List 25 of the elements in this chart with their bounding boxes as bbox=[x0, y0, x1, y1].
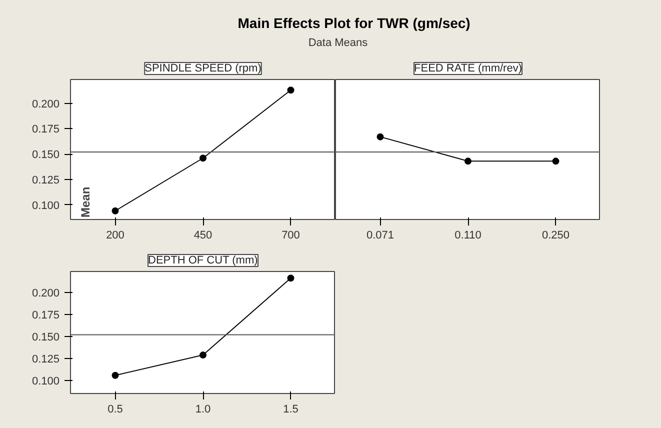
x-tick-label: 1.5 bbox=[283, 404, 298, 416]
y-tick-label: 0.150 bbox=[32, 331, 60, 344]
y-tick-label: 0.100 bbox=[32, 200, 60, 212]
y-tick-label: 0.125 bbox=[32, 174, 60, 186]
x-tick-label: 200 bbox=[106, 230, 124, 242]
y-tick-label: 0.125 bbox=[32, 354, 60, 366]
x-tick-label: 450 bbox=[194, 230, 212, 242]
y-tick-label: 0.200 bbox=[32, 287, 60, 300]
y-axis-title: Mean bbox=[78, 186, 92, 218]
y-tick-label: 0.200 bbox=[32, 98, 60, 110]
x-tick-label: 1.0 bbox=[195, 404, 211, 416]
x-tick-label: 0.5 bbox=[108, 404, 123, 416]
y-tick-label: 0.175 bbox=[32, 309, 60, 322]
x-axis-title: FEED RATE (mm/rev) bbox=[414, 62, 522, 74]
x-axis-title: SPINDLE SPEED (rpm) bbox=[144, 62, 262, 74]
x-tick-label: 0.250 bbox=[542, 230, 570, 242]
x-tick-label: 0.071 bbox=[366, 230, 394, 242]
chart-title: Main Effects Plot for TWR (gm/sec) bbox=[238, 14, 470, 31]
x-tick-label: 0.110 bbox=[454, 230, 482, 242]
y-tick-label: 0.150 bbox=[32, 149, 60, 162]
chart-subtitle: Data Means bbox=[308, 36, 368, 49]
y-tick-label: 0.100 bbox=[32, 376, 60, 388]
x-axis-title: DEPTH OF CUT (mm) bbox=[148, 254, 258, 266]
y-tick-label: 0.175 bbox=[32, 124, 60, 136]
x-tick-label: 700 bbox=[282, 230, 300, 242]
